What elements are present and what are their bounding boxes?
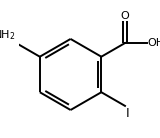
Text: I: I — [126, 107, 129, 120]
Text: OH: OH — [148, 38, 160, 48]
Text: O: O — [121, 10, 129, 21]
Text: NH$_2$: NH$_2$ — [0, 29, 16, 42]
